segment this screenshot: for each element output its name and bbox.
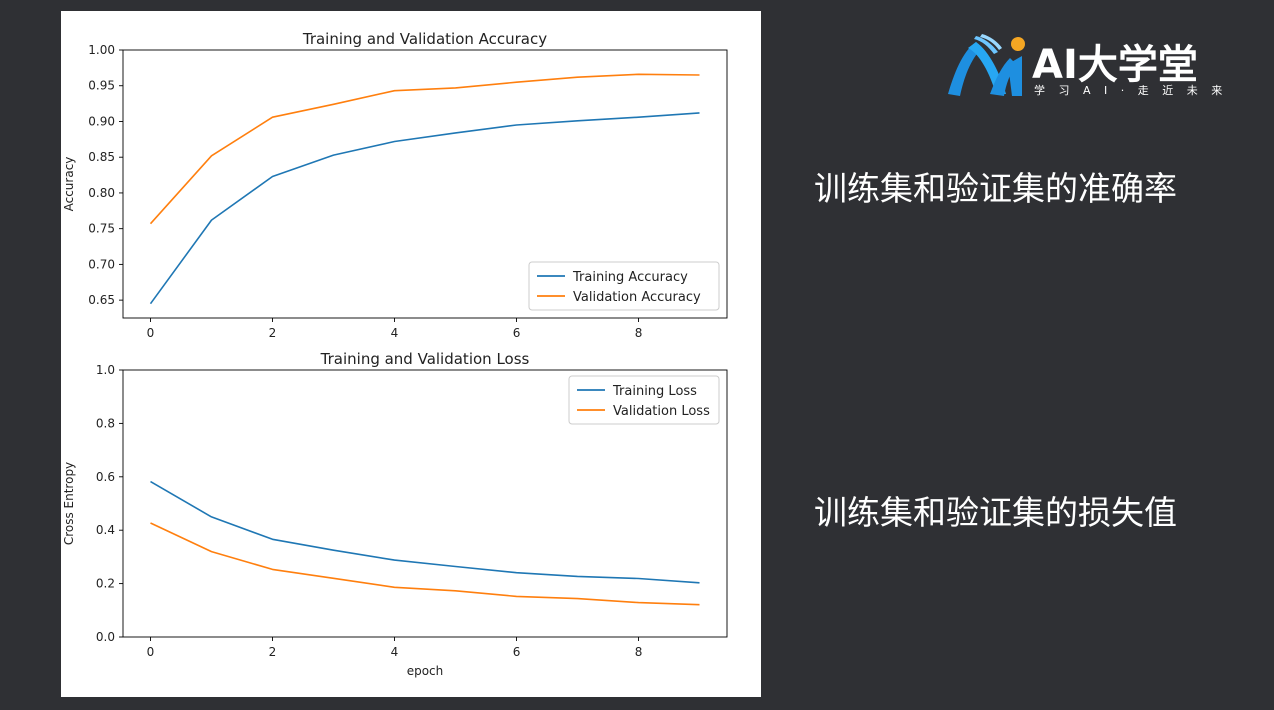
y-tick-label-1-5: 1.0 <box>96 363 115 377</box>
plot-frame-1 <box>122 369 728 638</box>
legend-box-1 <box>568 375 720 425</box>
x-tick-label-0-1: 2 <box>269 326 277 340</box>
brand-logo: AI大学堂 学 习 A I · 走 近 未 来 <box>946 34 1236 100</box>
y-tick-label-0-7: 1.00 <box>88 43 115 57</box>
accuracy-caption: 训练集和验证集的准确率 <box>814 169 1177 208</box>
x-tick-label-1-0: 0 <box>147 645 155 659</box>
y-axis-label-1: Cross Entropy <box>62 462 76 545</box>
x-tick-label-0-2: 4 <box>391 326 399 340</box>
x-axis-label-1: epoch <box>407 664 444 678</box>
loss-caption: 训练集和验证集的损失值 <box>814 493 1177 532</box>
y-tick-label-0-6: 0.95 <box>88 79 115 93</box>
y-tick-label-1-1: 0.2 <box>96 577 115 591</box>
x-tick-label-0-3: 6 <box>513 326 521 340</box>
series-line-0-1 <box>149 73 700 225</box>
series-line-0-0 <box>149 112 700 305</box>
x-tick-label-1-4: 8 <box>635 645 643 659</box>
chart-0: 0 2 4 6 8 0.65 0.70 0.75 0.80 0.85 0.90 0.95 1.00 Tra… <box>62 30 728 340</box>
y-tick-label-1-3: 0.6 <box>96 470 115 484</box>
legend-label-0-1: Validation Accuracy <box>573 290 701 305</box>
legend-label-0-0: Training Accuracy <box>572 270 688 285</box>
x-tick-label-1-2: 4 <box>391 645 399 659</box>
legend-0: Training Accuracy Validation Accuracy <box>528 261 720 311</box>
y-tick-label-0-3: 0.80 <box>88 186 115 200</box>
y-tick-label-0-4: 0.85 <box>88 150 115 164</box>
x-tick-label-0-4: 8 <box>635 326 643 340</box>
x-tick-label-1-3: 6 <box>513 645 521 659</box>
legend-1: Training Loss Validation Loss <box>568 375 720 425</box>
y-axis-label-0: Accuracy <box>62 157 76 212</box>
y-tick-label-1-4: 0.8 <box>96 416 115 430</box>
chart-figure: 0 2 4 6 8 0.65 0.70 0.75 0.80 0.85 0.90 0.95 1.00 Tra… <box>61 11 761 697</box>
y-tick-label-1-2: 0.4 <box>96 523 115 537</box>
y-tick-label-0-0: 0.65 <box>88 293 115 307</box>
legend-label-1-0: Training Loss <box>612 384 697 399</box>
chart-canvas: 0 2 4 6 80.650.700.750.800.850.900.951.00Tra… <box>62 30 728 678</box>
y-tick-label-0-1: 0.70 <box>88 257 115 271</box>
chart-1: 0 2 4 6 8 0.0 0.2 0.4 0.6 0.8 1.0 Training and Vali… <box>62 350 728 678</box>
legend-label-1-1: Validation Loss <box>613 404 710 419</box>
chart-title-1: Training and Validation Loss <box>320 350 530 368</box>
plot-frame-0 <box>122 49 728 319</box>
brand-name: AI大学堂 <box>1032 42 1198 88</box>
brand-slogan: 学 习 A I · 走 近 未 来 <box>1034 84 1228 97</box>
legend-box-0 <box>528 261 720 311</box>
brand-mark-icon <box>948 34 1025 96</box>
x-tick-label-0-0: 0 <box>147 326 155 340</box>
y-tick-label-1-0: 0.0 <box>96 630 115 644</box>
y-tick-label-0-5: 0.90 <box>88 114 115 128</box>
x-tick-label-1-1: 2 <box>269 645 277 659</box>
series-line-1-1 <box>150 522 700 606</box>
chart-title-0: Training and Validation Accuracy <box>302 30 547 48</box>
y-tick-label-0-2: 0.75 <box>88 222 115 236</box>
series-line-1-0 <box>150 480 700 584</box>
